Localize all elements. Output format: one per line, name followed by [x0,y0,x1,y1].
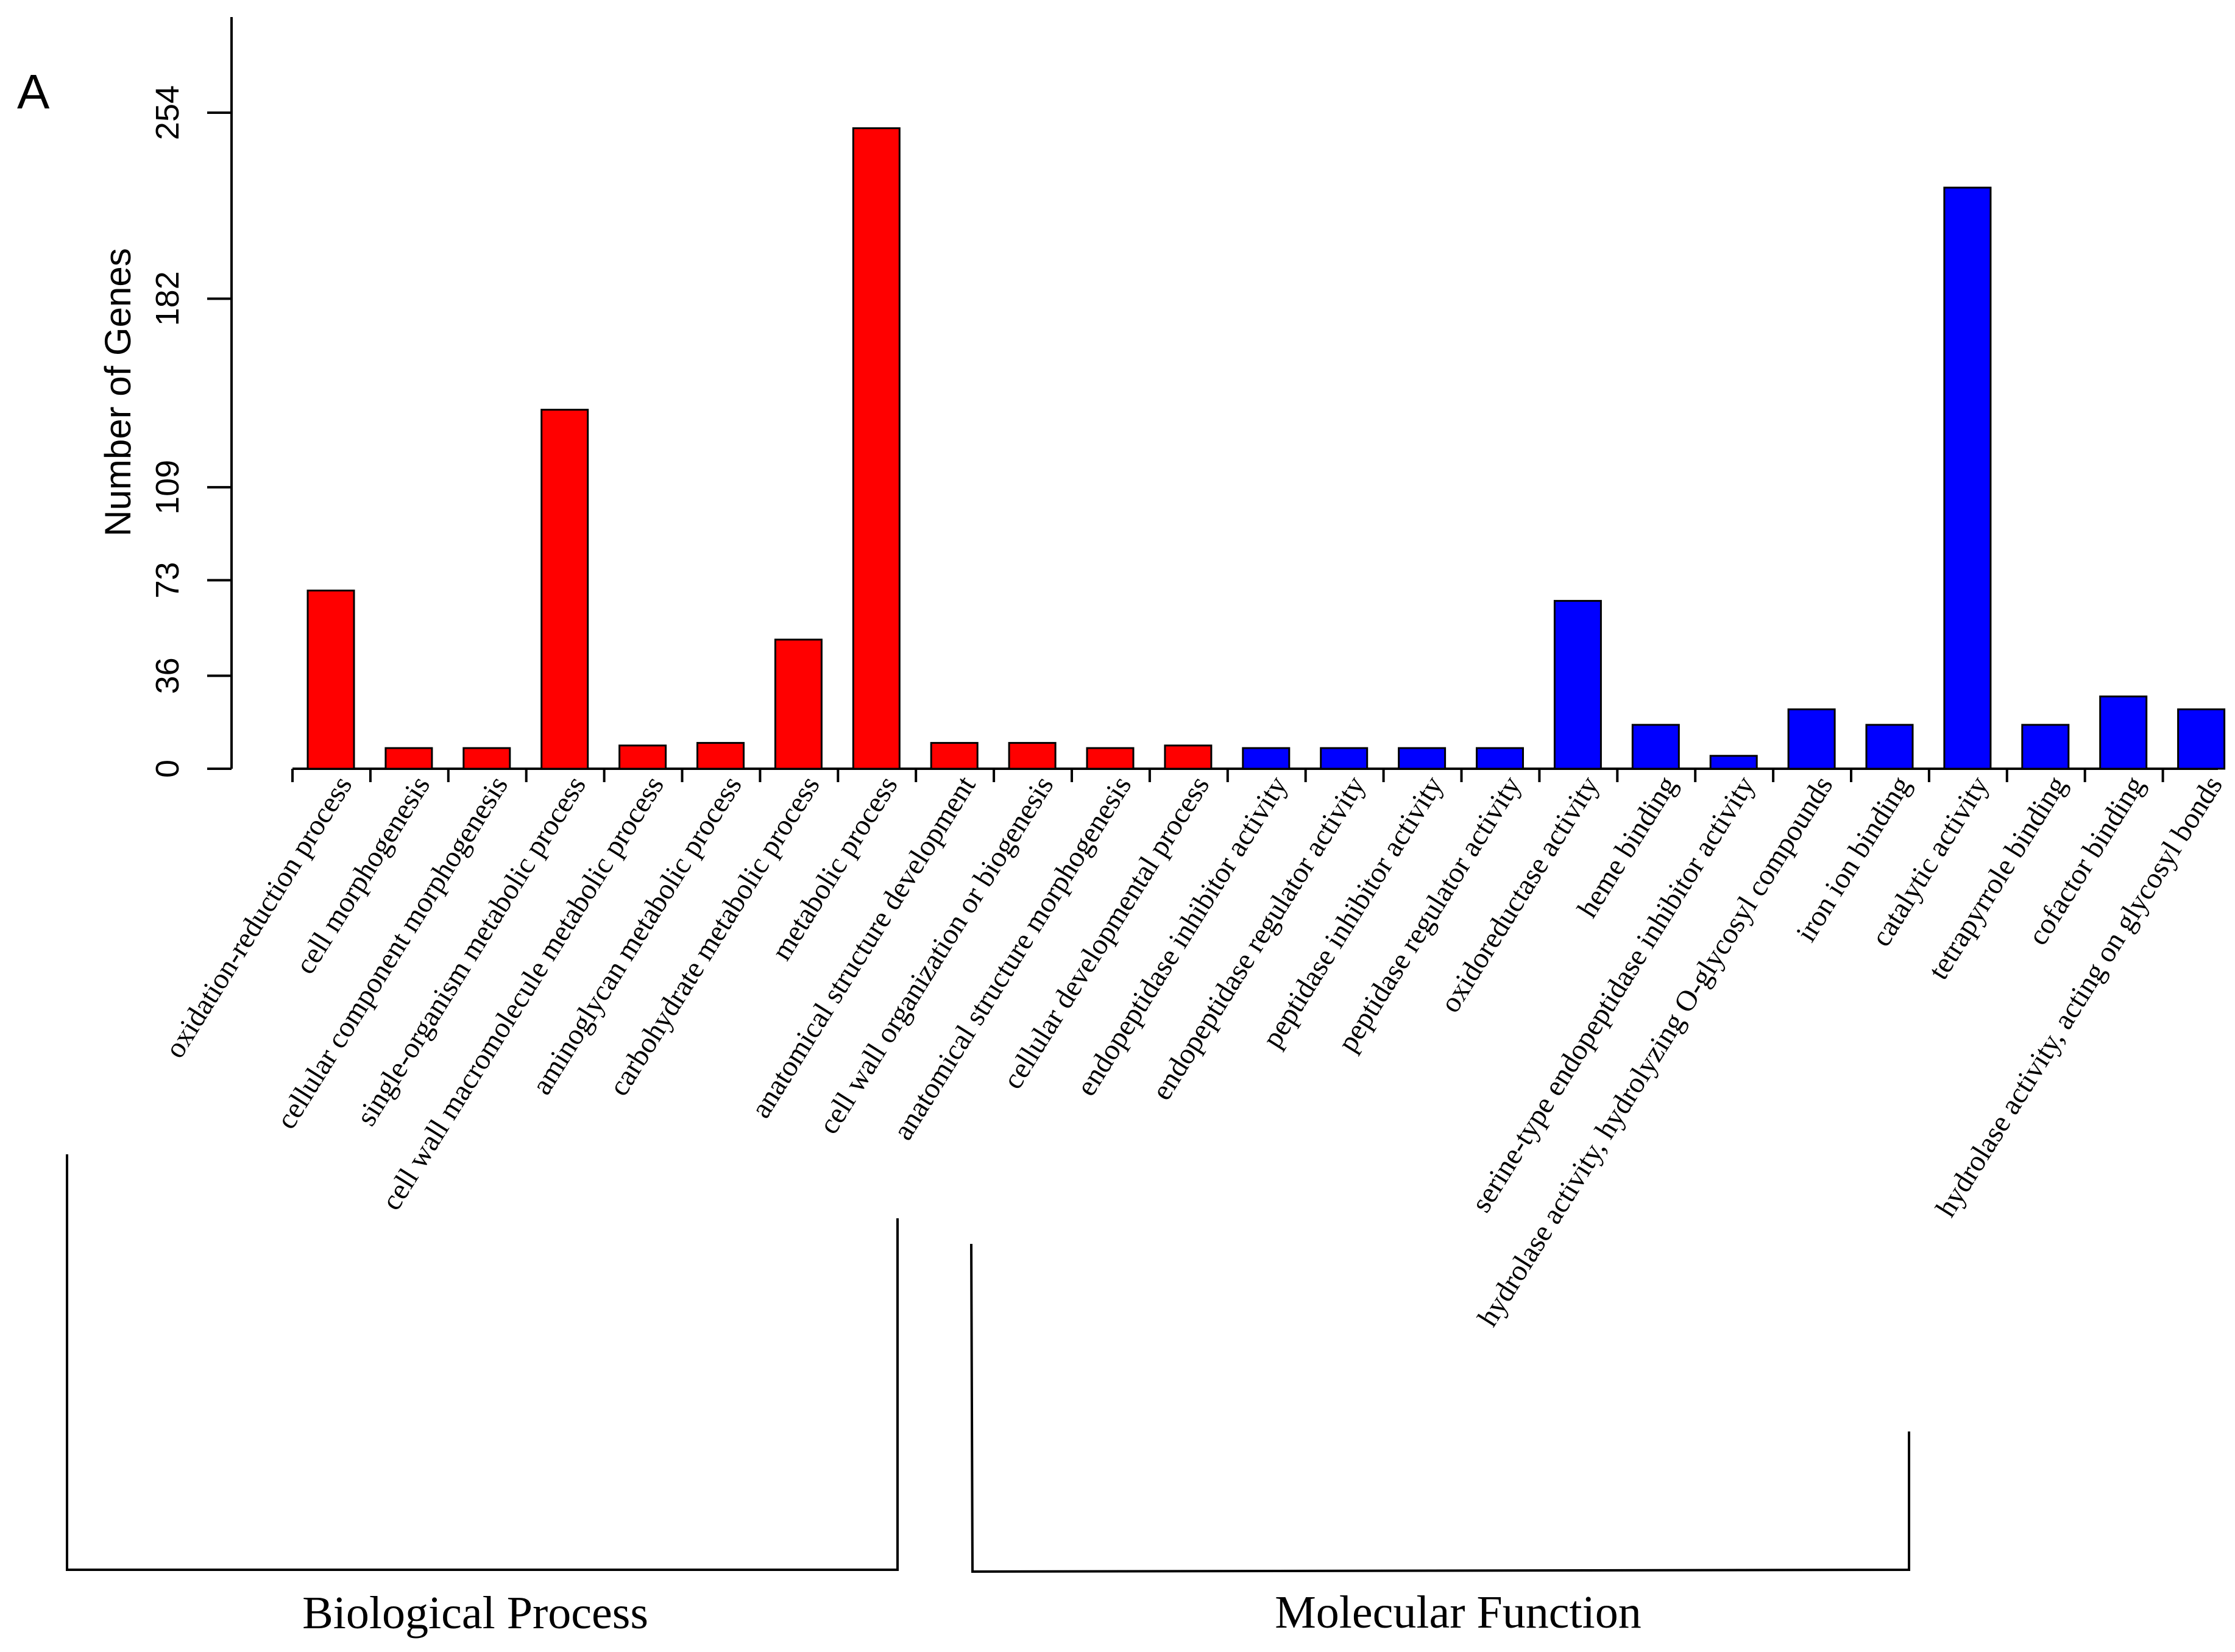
bar [1787,708,1836,770]
x-tick-label: serine-type endopeptidase inhibitor acti… [1465,771,1761,1218]
x-tick-label: hydrolase activity, acting on glycosyl b… [1930,771,2229,1223]
bar [306,589,355,770]
y-tick-label: 73 [149,562,186,598]
bar [384,747,433,770]
bar [2177,708,2226,770]
bar [618,744,667,770]
bar [696,742,745,770]
bar [540,409,589,770]
bar [1476,747,1524,770]
bar [1865,724,1914,770]
biological-process-label: Biological Process [302,1587,648,1639]
molecular-function-bracket [970,1243,1910,1573]
y-tick-label: 36 [149,657,186,694]
bar [1086,747,1135,770]
bar-series [306,127,2226,770]
y-tick-label: 0 [149,760,186,778]
bar [1553,599,1602,770]
panel-label: A [17,65,50,119]
bar [1164,744,1213,770]
bar [2021,724,2070,770]
bar [852,127,901,770]
bar [462,747,511,770]
y-axis-title: Number of Genes [97,248,138,537]
bar [2099,695,2148,770]
bar [1631,724,1680,770]
bar [1943,186,1992,770]
bar [930,742,979,770]
x-tick-label: tetrapyrrole binding [1922,771,2073,986]
bar [1242,747,1291,770]
bar [1709,755,1758,770]
bar [774,638,823,770]
biological-process-bracket [66,1154,899,1571]
y-tick-label: 109 [149,460,186,515]
y-tick-label: 254 [149,85,186,140]
bar [1008,742,1057,770]
bar [1398,747,1447,770]
x-axis-ticks [291,769,2164,782]
bar [1320,747,1369,770]
y-axis-ticks: 0 36 73 109 182 254 [149,85,232,778]
y-tick-label: 182 [149,271,186,326]
molecular-function-label: Molecular Function [1275,1587,1642,1638]
